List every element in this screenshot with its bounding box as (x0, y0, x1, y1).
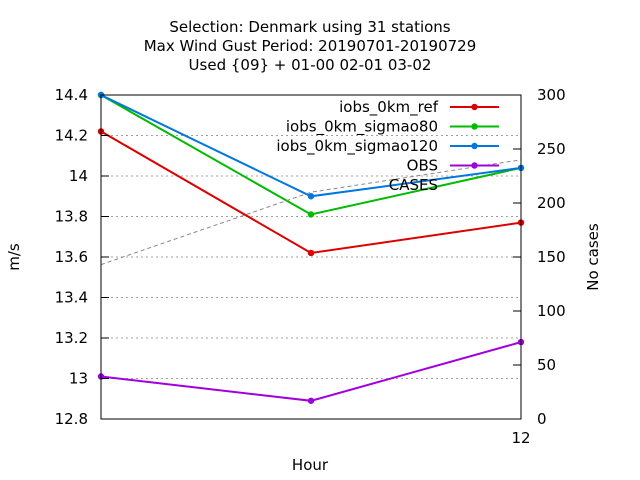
y-axis-title: m/s (5, 243, 23, 271)
legend-label-iobs-0km-sigmao80: iobs_0km_sigmao80 (286, 118, 438, 137)
y2-tick-label: 100 (537, 302, 566, 320)
y2-tick-label: 150 (537, 248, 566, 266)
y-tick-label: 12.8 (55, 410, 88, 428)
y-tick-label: 13.4 (55, 289, 88, 307)
data-point-obs (307, 397, 315, 404)
y2-tick-label: 50 (537, 356, 556, 374)
y-tick-label: 13.6 (55, 248, 88, 266)
x-axis-ticks: 12 (511, 411, 531, 447)
legend-label-iobs-0km-sigmao120: iobs_0km_sigmao120 (276, 137, 438, 156)
x-axis-title: Hour (292, 456, 329, 474)
data-point-iobs-0km-sigmao120 (307, 193, 315, 200)
y-tick-label: 14.4 (55, 86, 88, 104)
y2-tick-label: 200 (537, 194, 566, 212)
legend-marker-iobs-0km-sigmao80 (471, 123, 478, 130)
y2-tick-label: 0 (537, 410, 547, 428)
data-point-iobs-0km-ref (307, 249, 315, 257)
legend-label-cases: CASES (389, 176, 438, 194)
y-tick-label: 13 (69, 370, 88, 388)
grid-lines (101, 135, 521, 379)
y2-tick-label: 300 (537, 86, 566, 104)
legend-label-obs: OBS (407, 157, 438, 175)
chart-title-line: Used {09} + 01-00 02-01 03-02 (189, 56, 432, 74)
chart-title-line: Selection: Denmark using 31 stations (169, 18, 450, 36)
chart-title: Selection: Denmark using 31 stationsMax … (144, 18, 477, 74)
y2-tick-label: 250 (537, 140, 566, 158)
legend-marker-iobs-0km-sigmao120 (471, 142, 478, 150)
y-tick-label: 14 (69, 167, 88, 185)
y-tick-label: 13.2 (55, 329, 88, 347)
chart-title-line: Max Wind Gust Period: 20190701-20190729 (144, 37, 477, 55)
legend: iobs_0km_refiobs_0km_sigmao80iobs_0km_si… (276, 98, 499, 194)
series-lines (97, 91, 525, 404)
y2-axis-ticks: 0 50 100 150 200 250 300 (513, 86, 566, 428)
y-tick-label: 14.2 (55, 127, 88, 145)
y-axis-ticks: 12.8 13 13.2 13.4 13.6 13.8 14 14.2 14.4 (55, 86, 109, 428)
y-tick-label: 13.8 (55, 208, 88, 226)
x-tick-label: 12 (511, 429, 530, 447)
data-point-iobs-0km-sigmao80 (307, 211, 315, 218)
series-line-obs (100, 341, 522, 402)
legend-marker-obs (471, 162, 478, 169)
y2-axis-title: No cases (584, 223, 602, 291)
legend-marker-iobs-0km-ref (471, 103, 478, 111)
legend-label-iobs-0km-ref: iobs_0km_ref (339, 98, 439, 117)
